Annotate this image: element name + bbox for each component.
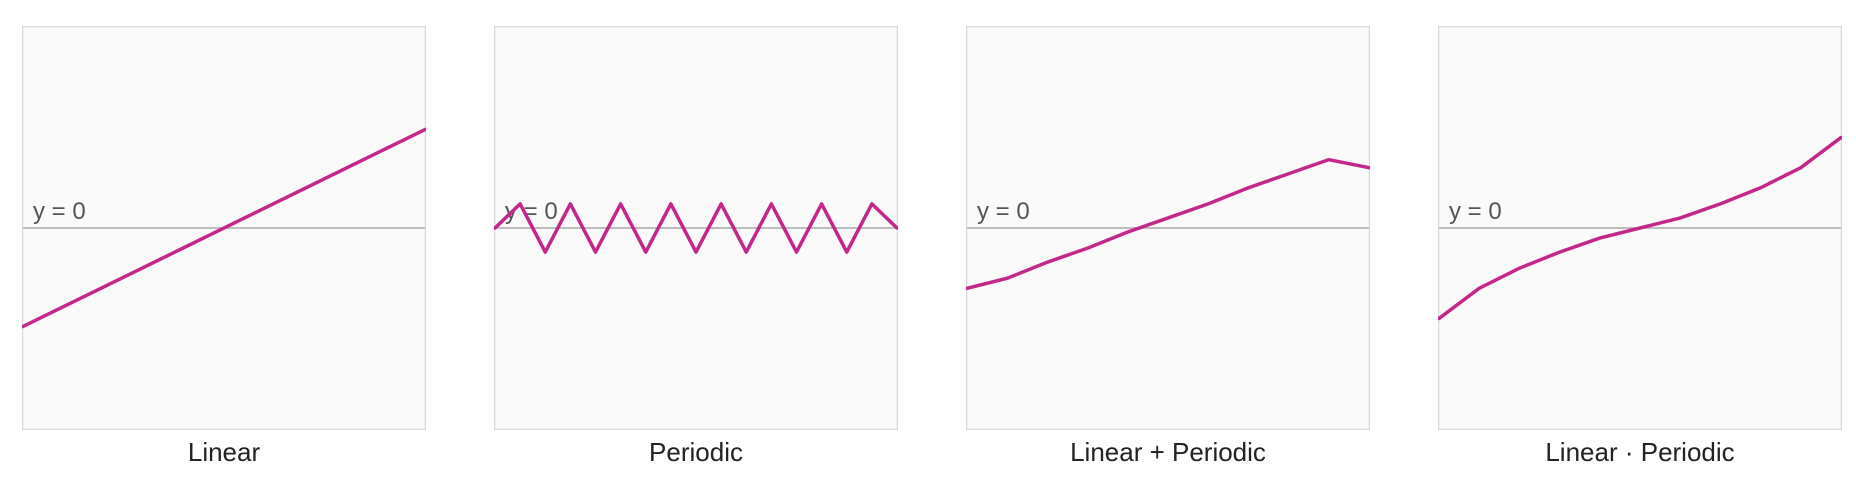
series-line-0 [966,157,1370,291]
plot-linear: y = 0 [22,26,426,430]
caption-linear: Linear [187,437,261,467]
panel-linear-times-periodic: y = 0 [1438,26,1842,430]
panel-linear-plus-periodic: y = 0 [966,26,1370,430]
plot-linear-plus-periodic: y = 0 [966,26,1370,430]
zero-label: y = 0 [33,198,86,225]
caption-periodic: Periodic [649,437,743,467]
zero-label: y = 0 [977,198,1030,225]
panel-periodic: y = 0 [494,26,898,430]
zero-label: y = 0 [1449,198,1502,225]
caption-linear-plus-periodic: Linear + Periodic [1070,437,1266,467]
caption-linear-times-periodic: Linear · Periodic [1545,437,1735,467]
plot-periodic: y = 0 [494,26,898,430]
panel-linear: y = 0 [22,26,426,430]
plot-linear-times-periodic: y = 0 [1438,26,1842,430]
series-line-0 [494,202,898,254]
series-line-0 [1438,135,1842,321]
series-line-0 [22,127,426,329]
